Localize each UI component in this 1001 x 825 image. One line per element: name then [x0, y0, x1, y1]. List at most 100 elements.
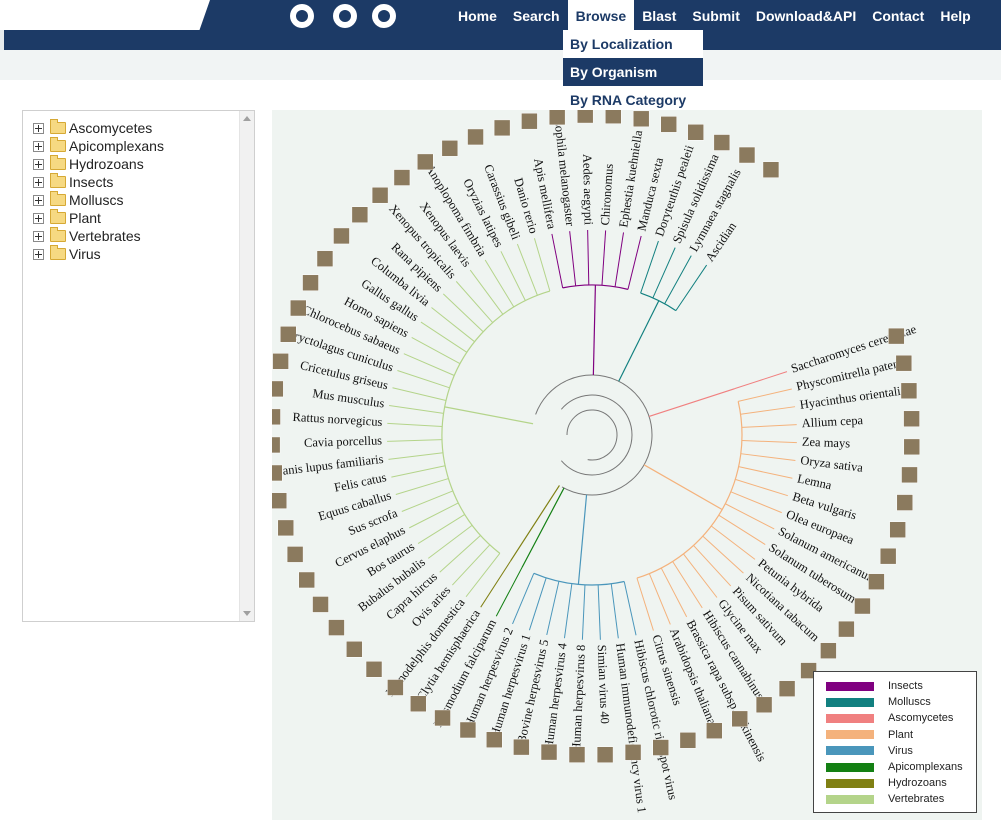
species-thumbnail-icon	[889, 521, 906, 538]
tree-node-label: Apicomplexans	[69, 138, 164, 154]
legend-label: Hydrozoans	[888, 777, 947, 790]
leaf-branch	[640, 240, 659, 294]
header-logo-area	[0, 0, 210, 30]
tree-node-molluscs[interactable]: Molluscs	[33, 191, 123, 209]
leaf-branch	[417, 513, 466, 544]
species-thumbnail-icon	[624, 744, 642, 761]
species-thumbnail-icon	[896, 494, 914, 511]
legend-label: Virus	[888, 744, 913, 757]
species-thumbnail-icon	[660, 116, 677, 133]
nav-search[interactable]: Search	[512, 8, 560, 24]
leaf-branch	[431, 307, 475, 343]
species-thumbnail-icon	[762, 161, 780, 178]
species-label: Oryza sativa	[800, 453, 865, 475]
species-thumbnail-icon	[266, 464, 283, 482]
species-thumbnail-icon	[632, 110, 650, 128]
species-thumbnail-icon	[888, 327, 905, 345]
species-thumbnail-icon	[467, 128, 484, 146]
nav-contact[interactable]: Contact	[872, 8, 925, 24]
leaf-branch	[597, 584, 601, 640]
expand-icon[interactable]	[33, 230, 44, 242]
scroll-up-icon[interactable]	[243, 116, 251, 121]
nav-download-api[interactable]: Download&API	[755, 8, 857, 24]
species-thumbnail-icon	[895, 354, 913, 372]
tree-node-plant[interactable]: Plant	[33, 209, 101, 227]
leaf-branch	[601, 230, 607, 286]
leaf-branch	[387, 439, 443, 442]
leaf-branch	[725, 503, 775, 530]
species-thumbnail-icon	[290, 299, 307, 317]
folder-icon	[50, 227, 66, 242]
species-thumbnail-icon	[393, 169, 411, 186]
folder-icon	[50, 137, 66, 152]
mouse-icon[interactable]	[333, 4, 357, 28]
leaf-branch	[465, 553, 501, 598]
leaf-branch	[614, 232, 625, 287]
leaf-branch	[710, 525, 756, 560]
leaf-branch	[664, 255, 692, 305]
nav-home[interactable]: Home	[458, 8, 497, 24]
dropdown-item-by-rna-category[interactable]: By RNA Category	[570, 92, 687, 108]
leaf-branch	[439, 535, 481, 573]
runner-icon[interactable]	[290, 4, 314, 28]
legend-swatch	[826, 730, 874, 740]
legend-item-apicomplexans: Apicomplexans	[826, 759, 963, 775]
legend-item-ascomycetes: Ascomycetes	[826, 710, 953, 726]
expand-icon[interactable]	[33, 212, 44, 224]
tree-node-vertebrates[interactable]: Vertebrates	[33, 227, 141, 245]
plant-icon[interactable]	[372, 4, 396, 28]
nav-browse[interactable]: Browse	[567, 0, 635, 32]
leaf-branch	[623, 581, 637, 636]
expand-icon[interactable]	[33, 176, 44, 188]
scroll-down-icon[interactable]	[243, 611, 251, 616]
dropdown-item-by-localization[interactable]: By Localization	[563, 30, 703, 58]
expand-icon[interactable]	[33, 158, 44, 170]
tree-node-virus[interactable]: Virus	[33, 245, 101, 263]
sub-bar	[0, 50, 1001, 80]
species-thumbnail-icon	[901, 466, 918, 484]
tree-node-label: Ascomycetes	[69, 120, 153, 136]
species-thumbnail-icon	[900, 382, 918, 400]
expand-icon[interactable]	[33, 248, 44, 260]
folder-icon	[50, 191, 66, 206]
legend-swatch	[826, 746, 874, 756]
species-label: Chironomus	[598, 163, 616, 226]
leaf-branch	[660, 567, 688, 618]
leaf-branch	[652, 247, 676, 299]
species-label: Mus musculus	[312, 386, 386, 410]
expand-icon[interactable]	[33, 194, 44, 206]
species-label: Rattus norvegicus	[292, 410, 383, 429]
expand-icon[interactable]	[33, 122, 44, 134]
tree-node-insects[interactable]: Insects	[33, 173, 113, 191]
species-label: Allium cepa	[801, 413, 864, 430]
species-thumbnail-icon	[302, 274, 319, 292]
species-thumbnail-icon	[272, 353, 289, 370]
clade-arc	[533, 572, 625, 586]
species-thumbnail-icon	[351, 206, 369, 223]
tree-node-apicomplexans[interactable]: Apicomplexans	[33, 137, 164, 155]
leaf-branch	[391, 465, 446, 478]
tree-core-arc	[535, 374, 653, 496]
expand-icon[interactable]	[33, 140, 44, 152]
leaf-branch	[627, 235, 642, 290]
leaf-branch	[427, 524, 473, 559]
species-thumbnail-icon	[800, 662, 817, 679]
leaf-branch	[395, 478, 449, 495]
leaf-branch	[587, 230, 590, 286]
leaf-branch	[648, 573, 671, 625]
legend-label: Insects	[888, 680, 923, 692]
leaf-branch	[516, 243, 538, 296]
leaf-branch	[389, 404, 444, 414]
tree-node-hydrozoans[interactable]: Hydrozoans	[33, 155, 144, 173]
clade-branch	[618, 300, 660, 382]
tree-node-ascomycetes[interactable]: Ascomycetes	[33, 119, 152, 137]
nav-help[interactable]: Help	[940, 8, 971, 24]
dropdown-item-by-organism[interactable]: By Organism	[563, 58, 703, 86]
tree-scrollbar[interactable]	[239, 111, 254, 621]
nav-submit[interactable]: Submit	[692, 8, 740, 24]
species-thumbnail-icon	[434, 709, 451, 727]
legend-item-insects: Insects	[826, 678, 923, 694]
nav-blast[interactable]: Blast	[642, 8, 677, 24]
leaf-branch	[718, 514, 766, 546]
